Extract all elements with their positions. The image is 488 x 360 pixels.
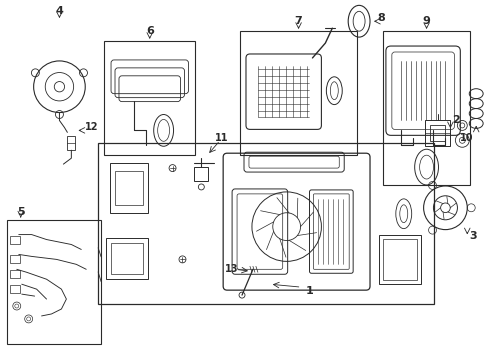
Bar [98, 143, 433, 304]
Text: 7: 7 [294, 16, 302, 26]
Bar [67, 136, 75, 150]
Bar [106, 238, 147, 279]
Text: 6: 6 [145, 26, 153, 36]
Bar [424, 121, 449, 146]
Bar [10, 270, 20, 278]
Bar [111, 243, 142, 274]
Bar [104, 41, 195, 155]
Text: 2: 2 [451, 116, 459, 126]
Text: 4: 4 [56, 6, 63, 16]
Bar [382, 239, 416, 280]
Bar [7, 220, 101, 344]
Text: 11: 11 [215, 133, 228, 143]
Bar [382, 31, 469, 185]
Bar [10, 255, 20, 264]
Text: 12: 12 [84, 122, 98, 132]
Text: 3: 3 [468, 230, 476, 240]
Bar [378, 235, 420, 284]
Bar [10, 235, 20, 243]
Text: 13: 13 [225, 264, 238, 274]
Text: 10: 10 [459, 133, 472, 143]
Bar [428, 125, 445, 141]
Bar [115, 171, 142, 205]
Text: 9: 9 [422, 16, 429, 26]
Bar [194, 167, 208, 181]
Text: 8: 8 [376, 13, 384, 23]
Text: 5: 5 [17, 207, 24, 217]
Text: 1: 1 [305, 286, 313, 296]
Bar [240, 31, 356, 155]
Bar [110, 163, 147, 213]
Bar [10, 285, 20, 293]
